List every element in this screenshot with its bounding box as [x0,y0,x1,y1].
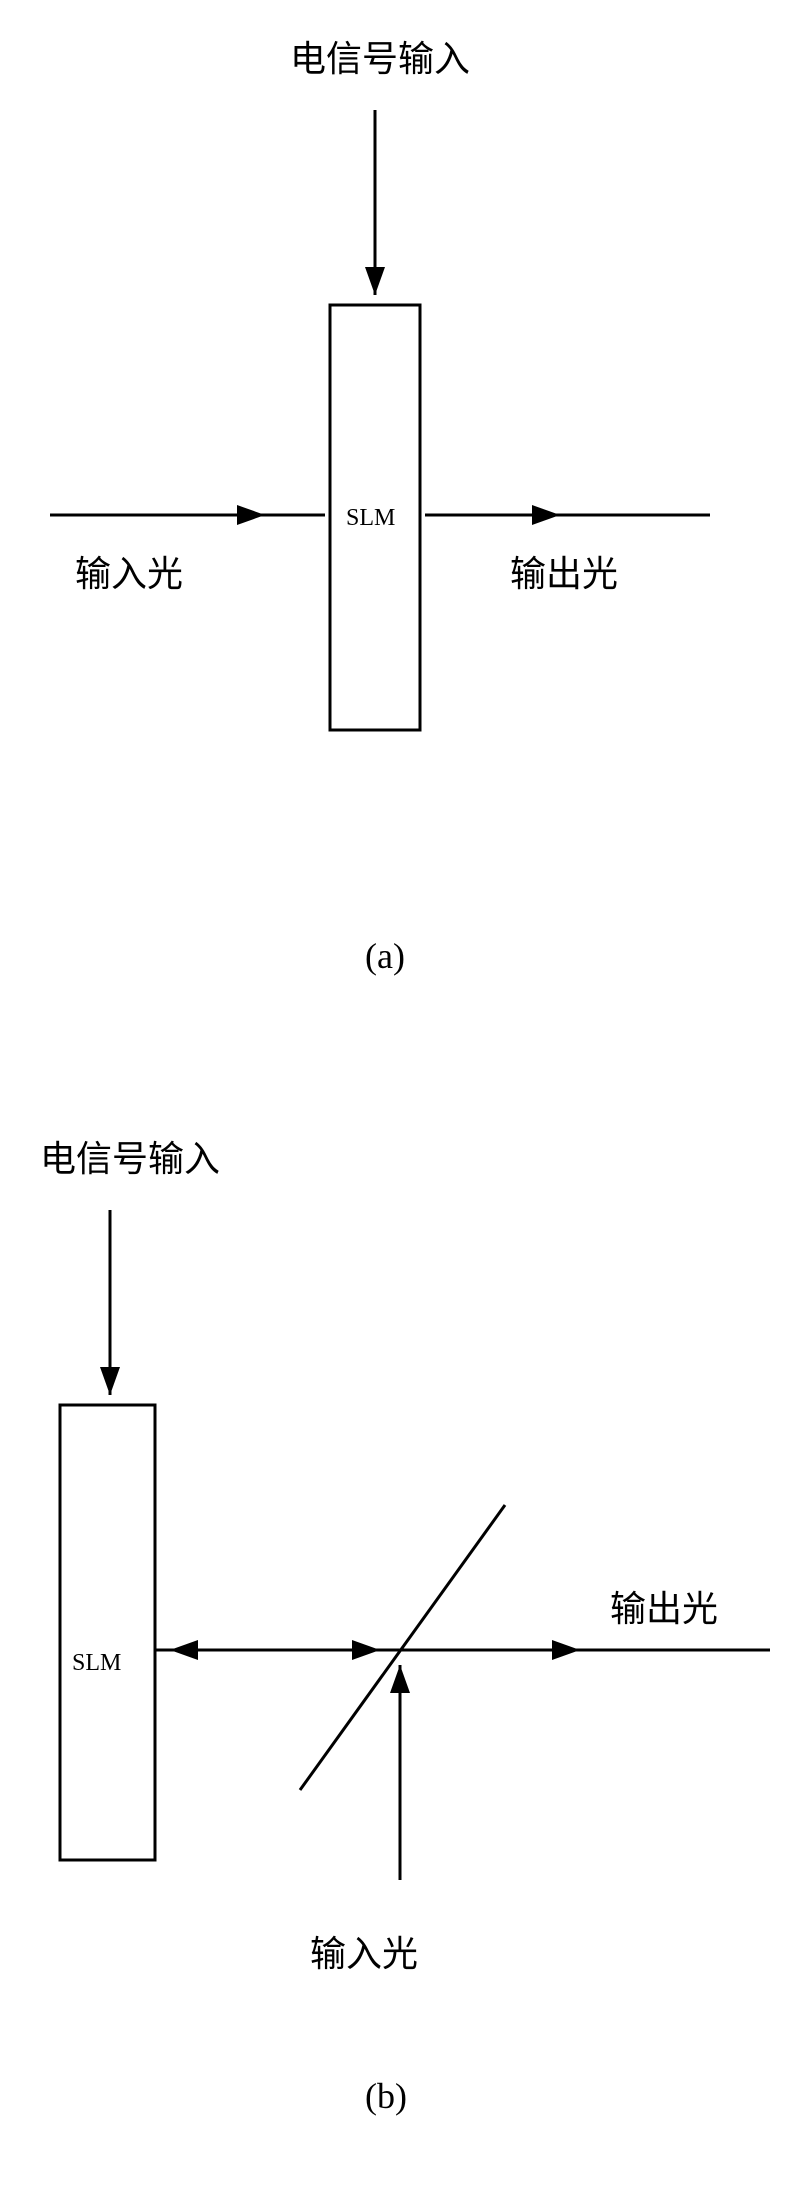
diagram-canvas: 电信号输入 输入光 输出光 SLM (a) 电信号输入 输入光 输出光 SLM … [0,0,790,2191]
b-caption: (b) [365,2075,407,2117]
b-input-label: 输入光 [310,1925,418,1977]
a-slm-label: SLM [346,505,395,532]
a-caption: (a) [365,935,405,977]
svg-overlay [0,0,790,2191]
b-slm-label: SLM [72,1650,121,1677]
b-title-label: 电信号输入 [40,1130,220,1182]
b-output-label: 输出光 [610,1580,718,1632]
a-input-label: 输入光 [75,545,183,597]
a-output-label: 输出光 [510,545,618,597]
a-title-label: 电信号输入 [290,30,470,82]
